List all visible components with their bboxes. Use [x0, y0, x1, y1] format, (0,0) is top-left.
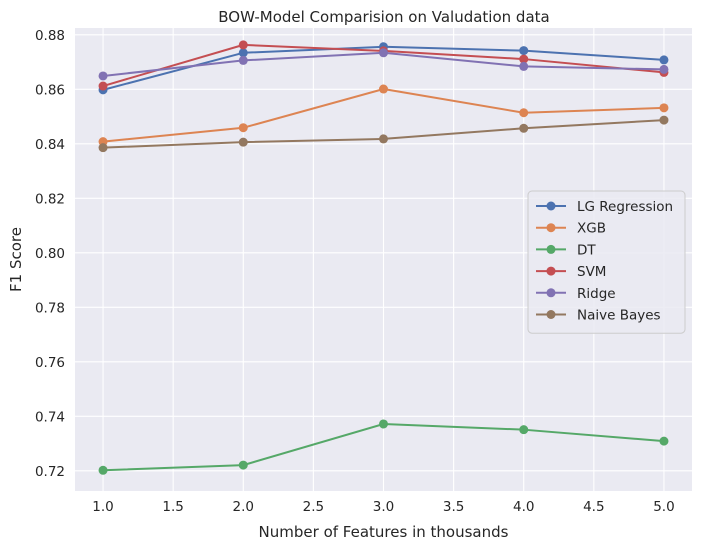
data-point — [98, 143, 108, 153]
data-point — [379, 134, 388, 144]
y-tick-label: 0.74 — [35, 409, 65, 425]
legend-item: LG Regression — [536, 199, 673, 215]
x-tick-label: 5.0 — [653, 499, 674, 515]
legend-label: Naive Bayes — [577, 308, 661, 324]
series-dt — [98, 419, 669, 475]
y-tick-label: 0.84 — [35, 137, 65, 153]
legend-label: XGB — [577, 221, 606, 237]
y-tick-label: 0.86 — [35, 82, 65, 98]
data-point — [238, 40, 248, 50]
legend-item: Ridge — [536, 286, 616, 302]
legend-marker — [546, 201, 556, 211]
data-point — [519, 46, 529, 56]
series-lines — [98, 40, 669, 475]
data-point — [379, 84, 388, 94]
x-tick-label: 4.5 — [583, 499, 604, 515]
x-tick-label: 2.5 — [303, 499, 324, 515]
data-point — [659, 55, 669, 65]
legend-item: DT — [536, 242, 596, 258]
y-tick-label: 0.78 — [35, 300, 65, 316]
x-axis-ticks: 1.0 1.5 2.0 2.5 3.0 3.5 4.0 4.5 5.0 — [92, 499, 674, 515]
x-tick-label: 1.5 — [162, 499, 183, 515]
data-point — [519, 61, 529, 71]
x-axis-title: Number of Features in thousands — [259, 523, 509, 541]
data-point — [238, 123, 248, 133]
data-point — [659, 64, 669, 74]
data-point — [519, 123, 529, 133]
legend-marker — [546, 288, 556, 298]
x-tick-label: 4.0 — [513, 499, 534, 515]
data-point — [98, 71, 108, 81]
y-axis-ticks: 0.72 0.74 0.76 0.78 0.80 0.82 0.84 0.86 0.88 — [35, 28, 65, 480]
legend-label: SVM — [577, 264, 606, 280]
legend-marker — [546, 266, 556, 276]
series-naive-bayes — [98, 115, 669, 153]
data-point — [238, 48, 248, 58]
legend-label: Ridge — [577, 286, 616, 302]
data-point — [379, 419, 388, 429]
x-tick-label: 1.0 — [92, 499, 113, 515]
y-tick-label: 0.72 — [35, 464, 65, 480]
chart-title: BOW-Model Comparision on Valudation data — [218, 8, 549, 26]
x-tick-label: 3.5 — [443, 499, 464, 515]
data-point — [659, 103, 669, 113]
legend-label: DT — [577, 242, 596, 258]
data-point — [238, 55, 248, 65]
data-point — [238, 137, 248, 147]
legend-marker — [546, 310, 556, 319]
y-tick-label: 0.88 — [35, 28, 65, 44]
y-tick-label: 0.80 — [35, 246, 65, 262]
legend-box — [527, 190, 686, 334]
grid-lines — [75, 28, 692, 491]
data-point — [379, 48, 388, 58]
legend-item: SVM — [536, 264, 606, 280]
data-point — [238, 460, 248, 470]
x-tick-label: 2.0 — [233, 499, 254, 515]
y-tick-label: 0.76 — [35, 355, 65, 371]
data-point — [98, 81, 108, 91]
legend-marker — [546, 223, 556, 233]
data-point — [519, 425, 529, 435]
legend-item: Naive Bayes — [536, 308, 661, 324]
x-tick-label: 3.0 — [373, 499, 394, 515]
data-point — [659, 115, 669, 125]
series-ridge — [98, 48, 669, 81]
data-point — [519, 54, 529, 64]
data-point — [519, 108, 529, 118]
data-point — [98, 465, 108, 475]
chart-legend: LG Regression XGB DT SVM Ridge Naive Bayes — [527, 190, 686, 334]
data-point — [659, 436, 669, 446]
legend-marker — [546, 244, 556, 254]
y-tick-label: 0.82 — [35, 191, 65, 207]
legend-label: LG Regression — [577, 199, 673, 215]
y-axis-title: F1 Score — [7, 227, 25, 292]
legend-item: XGB — [536, 221, 606, 237]
